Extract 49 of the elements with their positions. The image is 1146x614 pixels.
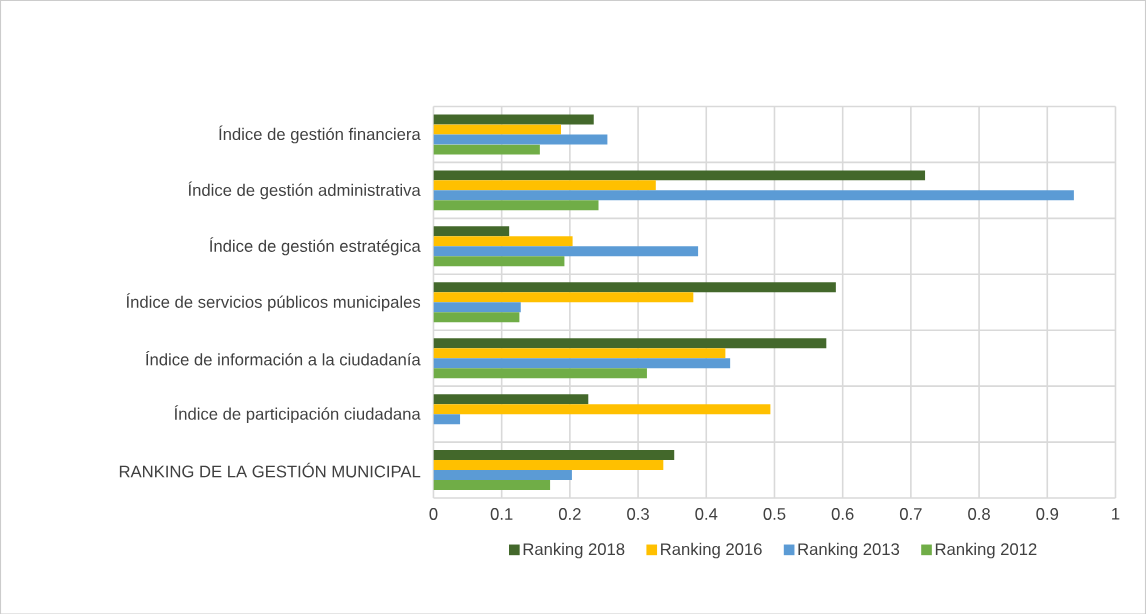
- bar: [433, 479, 551, 490]
- y-tick-label: Índice de gestión administrativa: [188, 181, 421, 200]
- bar: [433, 393, 589, 404]
- bar: [433, 292, 694, 303]
- bar: [433, 449, 675, 460]
- bar: [433, 357, 731, 368]
- bar: [433, 312, 520, 322]
- y-tick-label: Índice de gestión financiera: [219, 125, 421, 144]
- y-tick-label: Índice de participación ciudadana: [174, 404, 421, 423]
- legend-label: Ranking 2016: [661, 542, 762, 559]
- x-tick-label: 0.8: [968, 507, 990, 520]
- x-tick-label: 0.1: [490, 507, 513, 520]
- x-tick-label: 0.9: [1036, 507, 1059, 520]
- bar: [433, 302, 521, 312]
- x-tick-label: 0.4: [695, 507, 718, 520]
- bar: [433, 226, 510, 237]
- bar: [433, 190, 1074, 201]
- bar: [433, 413, 461, 424]
- bar: [433, 114, 594, 125]
- bar: [433, 236, 573, 247]
- bar: [433, 144, 540, 155]
- legend-label: Ranking 2012: [935, 542, 1037, 559]
- bar: [433, 124, 562, 135]
- x-tick-label: 1: [1112, 507, 1120, 520]
- bar: [433, 282, 836, 293]
- y-tick-label: Índice de información a la ciudadanía: [146, 350, 421, 366]
- x-tick-label: 0.3: [627, 507, 649, 520]
- bar: [433, 347, 726, 358]
- bar: [433, 403, 771, 414]
- x-tick-label: 0.6: [831, 507, 854, 520]
- bar: [433, 256, 565, 267]
- bar: [433, 170, 926, 181]
- bar: [433, 459, 664, 470]
- x-tick-label: 0.7: [899, 507, 922, 520]
- bar: [433, 134, 608, 145]
- x-tick-label: 0.2: [558, 507, 581, 520]
- y-tick-label: Índice de gestión estratégica: [209, 237, 421, 256]
- legend-label: Ranking 2018: [523, 542, 625, 559]
- legend-label: Ranking 2013: [798, 542, 900, 559]
- x-tick-label: 0: [429, 507, 438, 520]
- bar: [433, 180, 656, 191]
- bar: [433, 469, 572, 480]
- bar: [433, 200, 599, 211]
- bar: [433, 367, 647, 378]
- bar: [433, 246, 699, 257]
- y-tick-label: RANKING DE LA GESTIÓN MUNICIPAL: [119, 462, 421, 478]
- y-tick-label: Índice de servicios públicos municipales: [126, 293, 421, 311]
- x-tick-label: 0.5: [763, 507, 786, 520]
- bar: [433, 337, 827, 348]
